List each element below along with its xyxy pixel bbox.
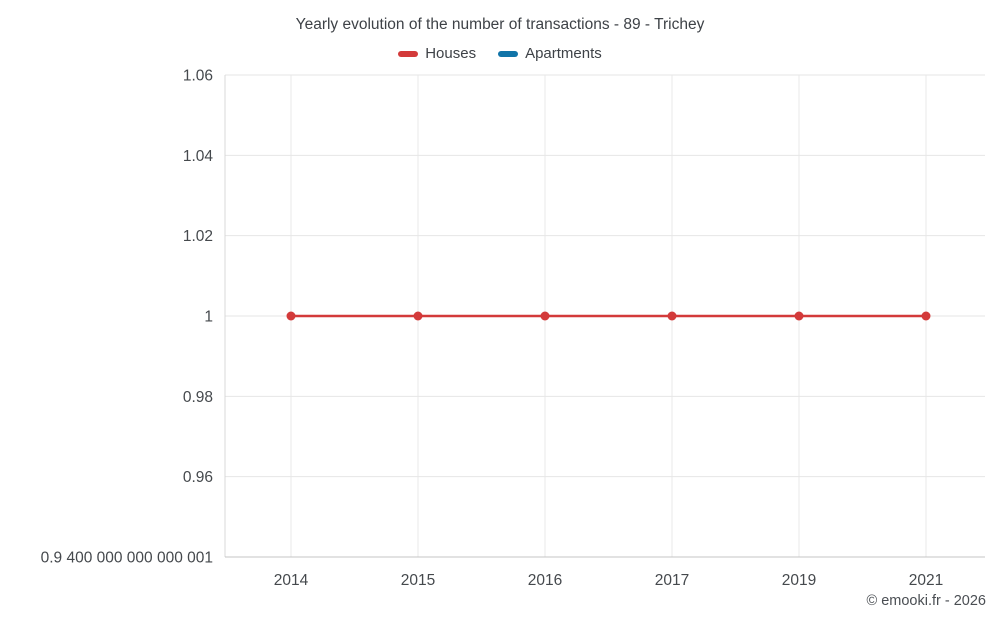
chart-title: Yearly evolution of the number of transa… bbox=[295, 16, 705, 33]
y-tick-label: 0.9 400 000 000 000 001 bbox=[41, 550, 213, 567]
houses-data-point[interactable] bbox=[413, 311, 423, 321]
houses-data-point[interactable] bbox=[286, 311, 296, 321]
x-tick-label: 2017 bbox=[655, 572, 689, 589]
y-tick-label: 1.02 bbox=[183, 228, 213, 245]
apartments-legend-swatch-icon bbox=[498, 50, 519, 57]
x-tick-label: 2014 bbox=[274, 572, 309, 589]
y-tick-label: 0.96 bbox=[183, 469, 213, 486]
houses-data-point[interactable] bbox=[667, 311, 677, 321]
y-tick-label: 1.04 bbox=[183, 148, 214, 165]
y-tick-label: 1 bbox=[204, 309, 213, 326]
legend-item-apartments[interactable]: Apartments bbox=[498, 45, 602, 62]
houses-data-point[interactable] bbox=[540, 311, 550, 321]
y-tick-label: 0.98 bbox=[183, 389, 213, 406]
houses-legend-swatch-icon bbox=[398, 50, 419, 57]
x-tick-label: 2019 bbox=[782, 572, 816, 589]
x-tick-label: 2021 bbox=[909, 572, 943, 589]
x-tick-label: 2016 bbox=[528, 572, 562, 589]
chart-legend: Houses Apartments bbox=[0, 45, 1000, 62]
legend-label-houses: Houses bbox=[425, 45, 477, 62]
x-tick-label: 2015 bbox=[401, 572, 435, 589]
legend-label-apartments: Apartments bbox=[525, 45, 602, 62]
y-tick-label: 1.06 bbox=[183, 68, 213, 85]
houses-data-point[interactable] bbox=[794, 311, 804, 321]
houses-data-point[interactable] bbox=[921, 311, 931, 321]
copyright-footer: © emooki.fr - 2026 bbox=[866, 593, 986, 609]
legend-item-houses[interactable]: Houses bbox=[398, 45, 476, 62]
